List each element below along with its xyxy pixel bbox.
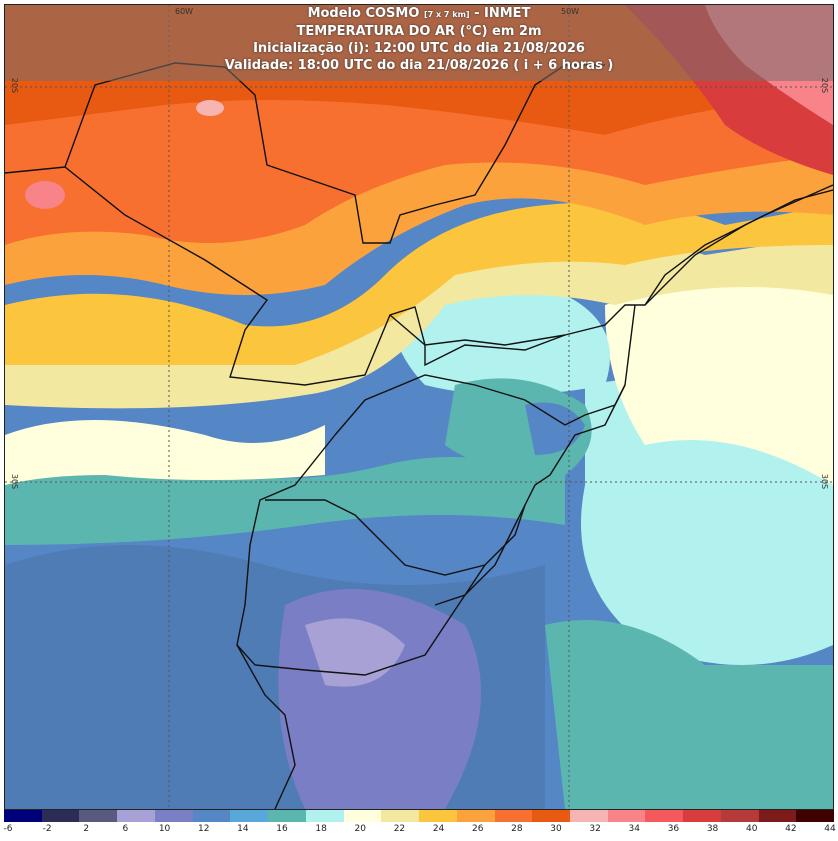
- colorbar-label: 24: [432, 824, 445, 834]
- colorbar-swatch: [645, 810, 684, 822]
- colorbar-swatch: [720, 810, 759, 822]
- colorbar-label: 2: [83, 824, 90, 834]
- colorbar-swatch: [381, 810, 420, 822]
- colorbar-label: 10: [158, 824, 171, 834]
- lat-label-20s-left: 20S: [10, 77, 20, 94]
- agency-name: - INMET: [474, 6, 531, 21]
- colorbar-label: 22: [393, 824, 406, 834]
- border-line-5: [236, 384, 626, 676]
- colorbar-swatch: [494, 810, 533, 822]
- colorbar-label: 30: [550, 824, 562, 834]
- init-time: Inicialização (i): 12:00 UTC do dia 21/0…: [253, 41, 585, 56]
- colorbar-swatch: [683, 810, 721, 822]
- hot-spot-west: [25, 181, 65, 209]
- model-name: Modelo COSMO: [307, 6, 420, 21]
- colorbar-labels: -6 -2 2 6 10 12 14 16 18 20 22 24 26 28 30 32 34 36 38 40 42…: [3, 824, 836, 838]
- colorbar-swatch: [117, 810, 155, 822]
- teal-band: [5, 457, 565, 545]
- colorbar-label: 36: [667, 824, 680, 834]
- temperature-map: Modelo COSMO [7 x 7 km] - INMET TEMPERAT…: [4, 4, 834, 810]
- colorbar-swatch: [570, 810, 608, 822]
- colorbar-label: 26: [471, 824, 484, 834]
- colorbar-swatch: [758, 810, 797, 822]
- colorbar-swatch: [532, 810, 571, 822]
- colorbar-swatch: [192, 810, 231, 822]
- border-line-6: [265, 499, 486, 576]
- colorbar-label: 12: [197, 824, 210, 834]
- hot-spot-north: [196, 100, 224, 116]
- colorbar-label: 16: [276, 824, 288, 834]
- lat-label-30s-left: 30S: [10, 473, 20, 490]
- colorbar-swatch: [419, 810, 457, 822]
- lat-label-20s-right: 20S: [820, 77, 830, 94]
- colorbar-swatch: [41, 810, 80, 822]
- teal-ocean-south: [545, 620, 833, 809]
- colorbar-label: 14: [237, 824, 249, 834]
- title-line-1: Modelo COSMO [7 x 7 km] - INMET: [5, 5, 833, 23]
- colorbar-label: 34: [628, 824, 641, 834]
- yellow-band: [5, 202, 833, 365]
- colorbar-swatch: [268, 810, 306, 822]
- colorbar-label: 28: [511, 824, 523, 834]
- coastline-north: [644, 189, 833, 306]
- colorbar-swatch: [456, 810, 495, 822]
- coldest-zone: [278, 589, 481, 809]
- colorbar-label: 6: [122, 824, 129, 834]
- title-band: Modelo COSMO [7 x 7 km] - INMET TEMPERAT…: [5, 5, 833, 81]
- colorbar-label: 40: [745, 824, 758, 834]
- colorbar-swatch: [796, 810, 835, 822]
- colorbar-swatch: [4, 810, 42, 822]
- colorbar-label: -6: [3, 824, 13, 834]
- variable-title: TEMPERATURA DO AR (°C) em 2m: [296, 24, 542, 39]
- colorbar-swatch: [79, 810, 118, 822]
- lat-label-30s-right: 30S: [820, 473, 830, 490]
- colorbar-swatch: [607, 810, 646, 822]
- colorbar-swatch: [154, 810, 193, 822]
- colorbar: [4, 810, 835, 822]
- valid-time: Validade: 18:00 UTC do dia 21/08/2026 ( …: [224, 58, 614, 73]
- model-resolution: [7 x 7 km]: [423, 10, 470, 19]
- border-line-7: [236, 644, 296, 809]
- colorbar-label: 32: [589, 824, 601, 834]
- lagoon-border: [434, 504, 526, 606]
- colorbar-swatch: [305, 810, 344, 822]
- colorbar-label: 18: [315, 824, 327, 834]
- border-line-4: [334, 304, 636, 436]
- colorbar-label: -2: [42, 824, 52, 834]
- colorbar-swatch: [230, 810, 269, 822]
- colorbar-label: 42: [785, 824, 797, 834]
- colorbar-label: 44: [824, 824, 836, 834]
- colorbar-label: 38: [706, 824, 719, 834]
- colorbar-label: 20: [354, 824, 367, 834]
- lon-label-50w: 50W: [561, 7, 580, 16]
- colorbar-swatch: [343, 810, 382, 822]
- pale-west: [5, 420, 325, 485]
- lon-label-60w: 60W: [175, 7, 194, 16]
- border-line-3: [389, 314, 566, 346]
- pale-ocean: [605, 278, 833, 485]
